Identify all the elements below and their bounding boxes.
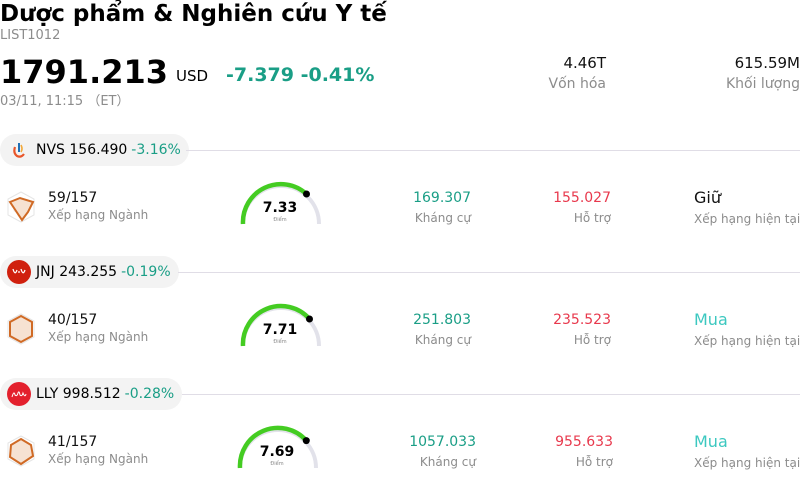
rating-label: Xếp hạng hiện tại	[694, 334, 800, 348]
volume-label: Khối lượng	[725, 76, 800, 92]
stock-change: -0.19%	[121, 264, 171, 280]
industry-rank: 59/157	[48, 190, 98, 206]
rating-label: Xếp hạng hiện tại	[694, 212, 800, 226]
stock-change: -3.16%	[131, 142, 181, 158]
current-rating: Mua Xếp hạng hiện tại	[694, 309, 800, 351]
industry-rank-label: Xếp hạng Ngành	[48, 330, 149, 344]
page-title: Dược phẩm & Nghiên cứu Y tế	[0, 1, 387, 27]
stock-price: 998.512	[62, 386, 121, 402]
support-value: 235.523	[553, 312, 611, 328]
stock-row-lly: 41/157 Xếp hạng Ngành 7.69 Điểm 1057.033…	[0, 424, 800, 484]
industry-rank: 41/157	[48, 434, 98, 450]
rating-value: Mua	[694, 432, 728, 451]
stock-price: 243.255	[59, 264, 118, 280]
index-price: 1791.213	[0, 53, 169, 91]
divider	[182, 394, 800, 395]
support: 155.027 Hỗ trợ	[553, 189, 611, 229]
timestamp: 03/11, 11:15 （ET）	[0, 94, 130, 109]
support-label: Hỗ trợ	[575, 455, 613, 469]
list-id: LIST1012	[0, 28, 61, 43]
ticker: JNJ	[36, 264, 55, 280]
score-gauge: 7.71 Điểm	[239, 302, 329, 352]
industry-rank-label: Xếp hạng Ngành	[48, 208, 149, 222]
score-value: 7.71	[262, 322, 298, 338]
support-value: 955.633	[555, 434, 613, 450]
stock-pill-jnj[interactable]: JNJ 243.255 -0.19%	[0, 256, 179, 288]
rank-radar-icon	[7, 313, 35, 345]
stock-pill-lly[interactable]: LLY 998.512 -0.28%	[0, 378, 183, 410]
current-rating: Mua Xếp hạng hiện tại	[694, 431, 800, 473]
market-cap-value: 4.46T	[563, 54, 606, 72]
volume-stat: 615.59M Khối lượng	[726, 53, 800, 95]
resistance-value: 1057.033	[409, 434, 476, 450]
support: 955.633 Hỗ trợ	[555, 433, 613, 473]
resistance-label: Kháng cự	[414, 333, 471, 347]
score-gauge: 7.33 Điểm	[239, 180, 329, 230]
price-change: -7.379 -0.41%	[226, 64, 375, 86]
divider	[186, 150, 800, 151]
score-label: Điểm	[273, 217, 287, 223]
resistance-label: Kháng cự	[414, 211, 471, 225]
rank-radar-icon	[7, 435, 35, 467]
volume-value: 615.59M	[734, 54, 800, 72]
current-rating: Giữ Xếp hạng hiện tại	[694, 187, 800, 229]
stock-change: -0.28%	[124, 386, 175, 402]
stock-pill-nvs[interactable]: NVS 156.490 -3.16%	[0, 134, 189, 166]
score-value: 7.69	[259, 444, 295, 460]
ticker: NVS	[36, 142, 65, 158]
resistance: 169.307 Kháng cự	[413, 189, 471, 229]
score-value: 7.33	[262, 200, 298, 216]
resistance-value: 251.803	[413, 312, 471, 328]
stock-price: 156.490	[69, 142, 128, 158]
score-label: Điểm	[273, 339, 287, 345]
market-cap-stat: 4.46T Vốn hóa	[549, 53, 606, 95]
resistance-value: 169.307	[413, 190, 471, 206]
support: 235.523 Hỗ trợ	[553, 311, 611, 351]
industry-rank: 40/157	[48, 312, 98, 328]
score-label: Điểm	[270, 461, 284, 467]
divider	[178, 272, 800, 273]
support-label: Hỗ trợ	[573, 333, 611, 347]
industry-rank-label: Xếp hạng Ngành	[48, 452, 149, 466]
market-cap-label: Vốn hóa	[548, 76, 606, 92]
stock-row-jnj: 40/157 Xếp hạng Ngành 7.71 Điểm 251.803 …	[0, 302, 800, 362]
score-gauge: 7.69 Điểm	[236, 424, 326, 474]
rating-value: Mua	[694, 310, 728, 329]
lilly-logo-icon	[7, 382, 31, 406]
rating-value: Giữ	[694, 188, 721, 207]
resistance-label: Kháng cự	[419, 455, 476, 469]
rank-radar-icon	[7, 191, 35, 223]
currency: USD	[176, 67, 209, 85]
resistance: 1057.033 Kháng cự	[409, 433, 476, 473]
resistance: 251.803 Kháng cự	[413, 311, 471, 351]
support-label: Hỗ trợ	[573, 211, 611, 225]
novartis-logo-icon	[7, 138, 31, 162]
ticker: LLY	[36, 386, 59, 402]
rating-label: Xếp hạng hiện tại	[694, 456, 800, 470]
jnj-logo-icon	[7, 260, 31, 284]
stock-row-nvs: 59/157 Xếp hạng Ngành 7.33 Điểm 169.307 …	[0, 180, 800, 240]
support-value: 155.027	[553, 190, 611, 206]
